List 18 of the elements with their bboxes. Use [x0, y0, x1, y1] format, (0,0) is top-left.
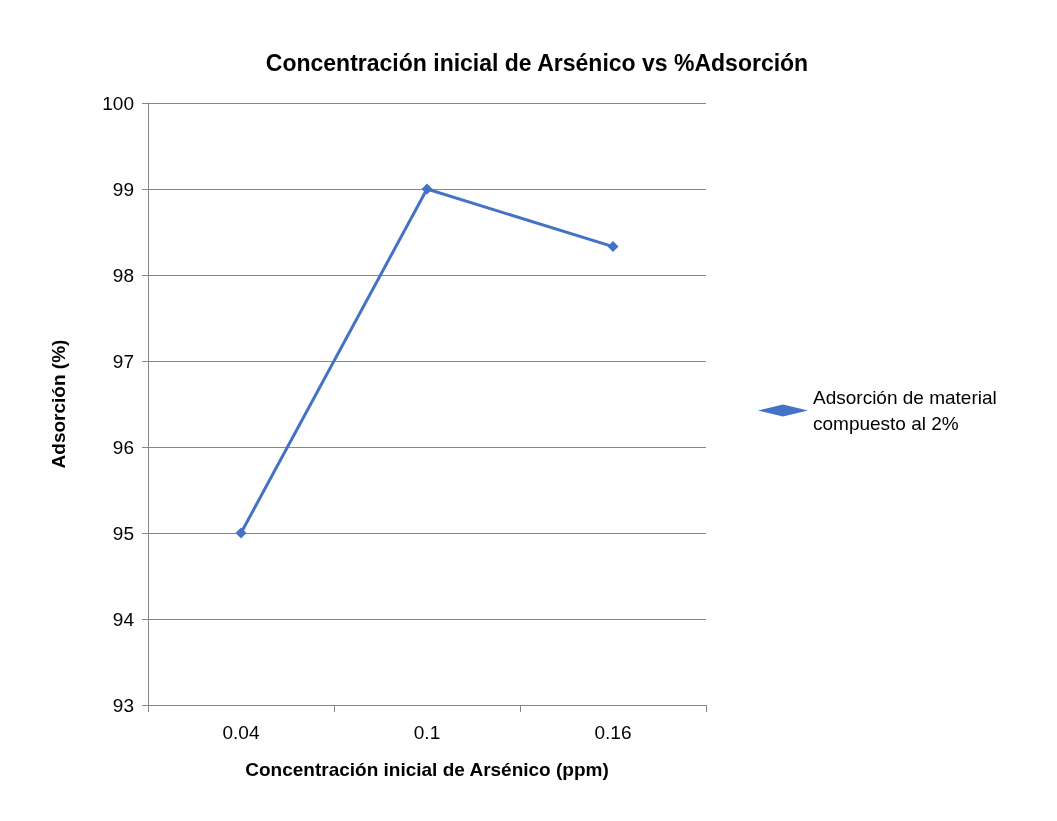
- point: [607, 241, 619, 253]
- legend-label: Adsorción de material compuesto al 2%: [813, 387, 1003, 434]
- y-axis-title: Adsorción (%): [48, 339, 69, 469]
- x-tick-label: 0.1: [413, 722, 441, 743]
- y-tick-label: 97: [112, 350, 134, 372]
- x-axis-title: Concentración inicial de Arsénico (ppm): [245, 759, 609, 780]
- chart-title: Concentración inicial de Arsénico vs %Adsorción: [265, 49, 809, 76]
- point: [235, 527, 247, 539]
- x-tick-label: 0.04: [222, 722, 260, 743]
- y-tick-label: 98: [112, 264, 134, 286]
- x-tick-label: 0.16: [594, 722, 632, 743]
- y-tick-label: 93: [112, 694, 134, 716]
- y-tick-label: 94: [112, 608, 135, 630]
- y-tick-label: 96: [112, 436, 134, 458]
- y-tick-label: 95: [112, 522, 134, 544]
- point: [421, 183, 433, 195]
- y-tick-label: 100: [102, 92, 134, 114]
- y-tick-label: 99: [112, 178, 134, 200]
